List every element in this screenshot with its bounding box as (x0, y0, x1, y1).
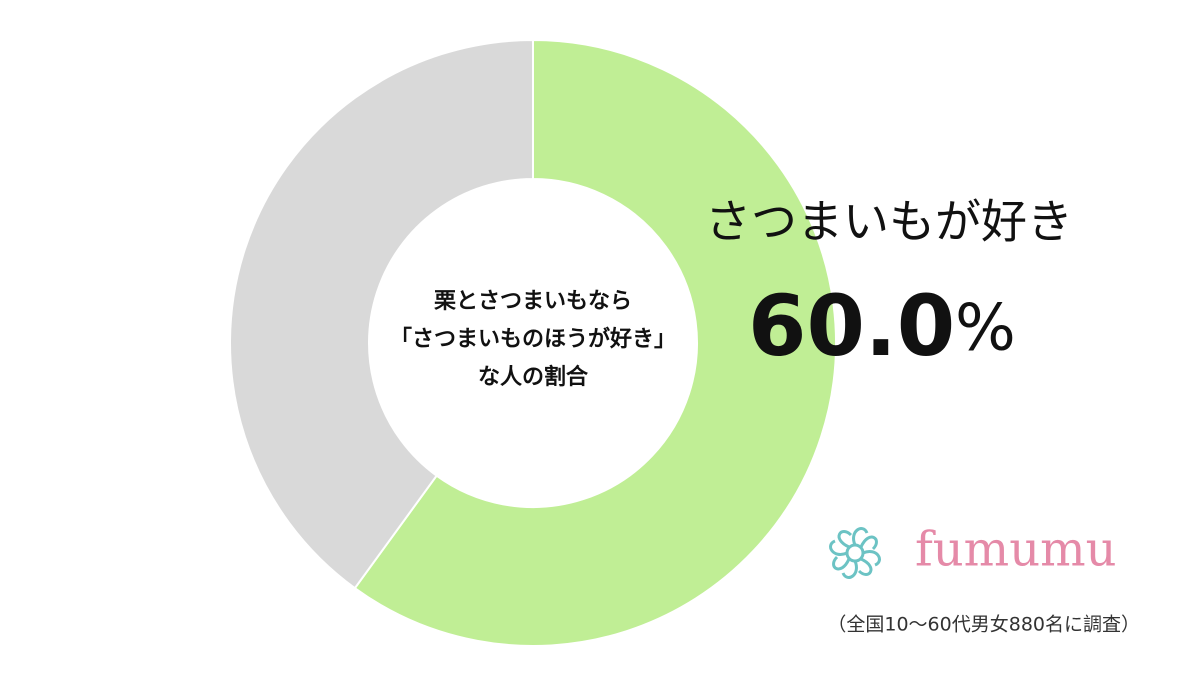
value-unit: % (955, 292, 1016, 366)
brand: fumumu (915, 522, 1117, 578)
title-line: 「さつまいものほうが好き」 (390, 326, 676, 352)
title-line: 栗とさつまいもなら (434, 289, 632, 314)
logo-icon (829, 527, 881, 579)
center-title: 栗とさつまいもなら「さつまいものほうが好き」な人の割合 (390, 289, 676, 390)
value-label: 60.0 (748, 277, 955, 375)
donut-segment (229, 38, 534, 590)
donut-segment (353, 38, 837, 647)
title-line: な人の割合 (478, 364, 589, 390)
category-label: さつまいもが好き (705, 195, 1073, 249)
note: （全国10～60代男女880名に調査） (827, 614, 1140, 636)
